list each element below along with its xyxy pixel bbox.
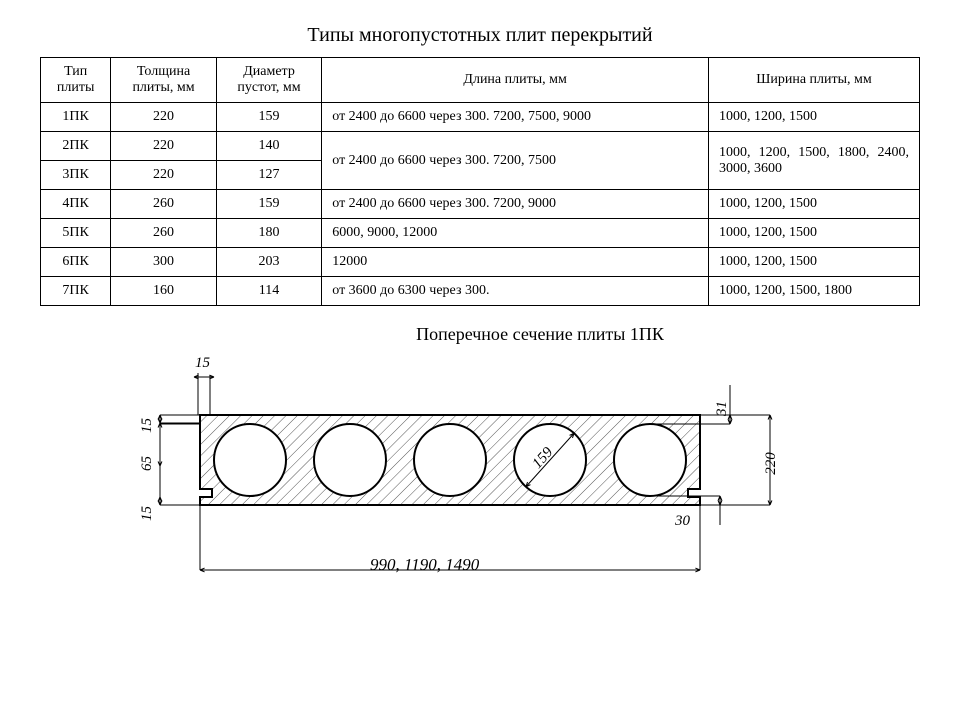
dim-left-15u: 15 <box>139 418 156 433</box>
page-title: Типы многопустотных плит перекрытий <box>40 24 920 47</box>
table-row: 7ПК 160 114 от 3600 до 6300 через 300. 1… <box>41 277 920 306</box>
cell-dia: 203 <box>216 248 321 277</box>
col-type: Тип плиты <box>41 58 111 103</box>
col-dia: Диаметр пустот, мм <box>216 58 321 103</box>
cell-len: 12000 <box>322 248 709 277</box>
cell-dia: 159 <box>216 103 321 132</box>
cell-thk: 220 <box>111 103 216 132</box>
table-row: 6ПК 300 203 12000 1000, 1200, 1500 <box>41 248 920 277</box>
cell-thk: 220 <box>111 161 216 190</box>
cell-type: 5ПК <box>41 219 111 248</box>
cell-wid: 1000, 1200, 1500, 1800 <box>709 277 920 306</box>
cell-wid: 1000, 1200, 1500 <box>709 219 920 248</box>
cell-len: от 3600 до 6300 через 300. <box>322 277 709 306</box>
cell-type: 1ПК <box>41 103 111 132</box>
table-row: 1ПК 220 159 от 2400 до 6600 через 300. 7… <box>41 103 920 132</box>
table-header-row: Тип плиты Толщина плиты, мм Диаметр пуст… <box>41 58 920 103</box>
cell-dia: 180 <box>216 219 321 248</box>
cell-type: 7ПК <box>41 277 111 306</box>
slab-types-table: Тип плиты Толщина плиты, мм Диаметр пуст… <box>40 57 920 306</box>
table-row: 5ПК 260 180 6000, 9000, 12000 1000, 1200… <box>41 219 920 248</box>
dim-top-15: 15 <box>195 355 210 372</box>
dim-right-220: 220 <box>763 452 780 475</box>
cell-wid: 1000, 1200, 1500 <box>709 248 920 277</box>
col-wid: Ширина плиты, мм <box>709 58 920 103</box>
section-title: Поперечное сечение плиты 1ПК <box>160 324 920 345</box>
cell-thk: 300 <box>111 248 216 277</box>
cell-dia: 127 <box>216 161 321 190</box>
dim-left-15l: 15 <box>139 506 156 521</box>
cell-wid: 1000, 1200, 1500 <box>709 103 920 132</box>
dim-inner-31: 31 <box>714 401 731 416</box>
cell-type: 2ПК <box>41 132 111 161</box>
cell-thk: 160 <box>111 277 216 306</box>
cell-dia: 140 <box>216 132 321 161</box>
table-row: 4ПК 260 159 от 2400 до 6600 через 300. 7… <box>41 190 920 219</box>
cell-len: от 2400 до 6600 через 300. 7200, 7500, 9… <box>322 103 709 132</box>
cell-type: 6ПК <box>41 248 111 277</box>
cell-wid: 1000, 1200, 1500 <box>709 190 920 219</box>
dim-bottom-width: 990, 1190, 1490 <box>370 555 479 575</box>
cell-dia: 159 <box>216 190 321 219</box>
col-thk: Толщина плиты, мм <box>111 58 216 103</box>
cross-section-diagram: 15 15 65 15 990, 1190, 1490 220 30 31 15… <box>120 355 840 615</box>
cell-type: 4ПК <box>41 190 111 219</box>
cell-thk: 260 <box>111 190 216 219</box>
cell-type: 3ПК <box>41 161 111 190</box>
cell-thk: 220 <box>111 132 216 161</box>
cell-wid-merged: 1000, 1200, 1500, 1800, 2400, 3000, 3600 <box>709 132 920 190</box>
dim-left-65: 65 <box>139 456 156 471</box>
cell-len: 6000, 9000, 12000 <box>322 219 709 248</box>
dim-inner-30: 30 <box>675 513 690 530</box>
table-row: 2ПК 220 140 от 2400 до 6600 через 300. 7… <box>41 132 920 161</box>
col-len: Длина плиты, мм <box>322 58 709 103</box>
cross-section-svg <box>120 355 840 615</box>
cell-len: от 2400 до 6600 через 300. 7200, 9000 <box>322 190 709 219</box>
cell-len-merged: от 2400 до 6600 через 300. 7200, 7500 <box>322 132 709 190</box>
cell-dia: 114 <box>216 277 321 306</box>
cell-thk: 260 <box>111 219 216 248</box>
